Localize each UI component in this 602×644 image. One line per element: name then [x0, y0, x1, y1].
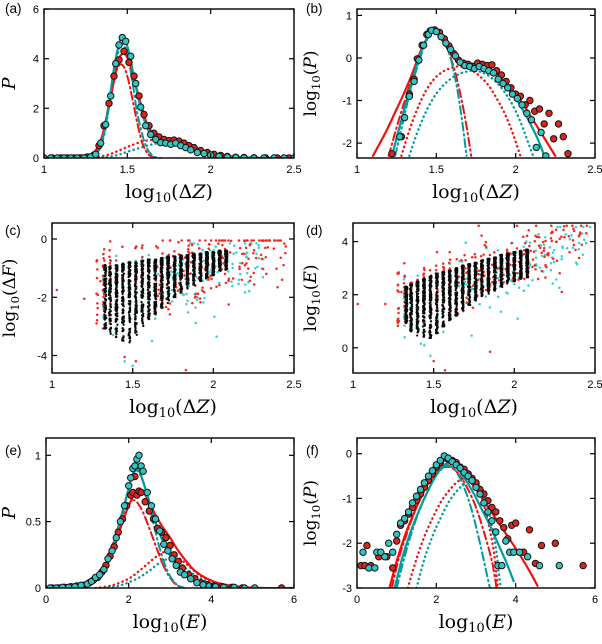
svg-text:0: 0 — [41, 234, 47, 246]
panel-c: (c) 1 1.5 2 2.5 -4 -2 0 log10(ΔZ) log10(ΔF) — [0, 214, 301, 429]
svg-text:P: P — [0, 77, 20, 91]
svg-text:2: 2 — [210, 379, 216, 391]
svg-text:log10(ΔZ): log10(ΔZ) — [129, 396, 217, 421]
panel-a: (a) 1 1.5 2 2.5 0 2 4 6 log10(ΔZ) P — [0, 0, 301, 214]
svg-text:-2: -2 — [37, 292, 47, 304]
panel-a-svg: 1 1.5 2 2.5 0 2 4 6 log10(ΔZ) P — [0, 4, 301, 206]
panel-d: (d) 1 1.5 2 2.5 0 2 4 log10(ΔZ) log10(E) — [301, 214, 602, 429]
svg-text:log10(ΔZ): log10(ΔZ) — [125, 181, 213, 206]
svg-text:1.5: 1.5 — [125, 379, 140, 391]
svg-text:1: 1 — [354, 164, 360, 176]
svg-text:4: 4 — [33, 54, 39, 66]
svg-text:2.5: 2.5 — [286, 379, 301, 391]
svg-text:2: 2 — [33, 103, 39, 115]
panel-d-label: (d) — [306, 223, 323, 238]
svg-text:-4: -4 — [37, 351, 47, 363]
panel-f: (f) 0 2 4 6 -3 -2 -1 0 log10(E) log10(P) — [301, 429, 602, 644]
svg-text:log10(P): log10(P) — [301, 50, 323, 116]
panel-e: (e) 0 2 4 6 0 0.5 1 log10(E) P — [0, 429, 301, 644]
svg-text:2.5: 2.5 — [286, 164, 301, 176]
svg-text:2.5: 2.5 — [587, 164, 602, 176]
svg-text:1: 1 — [346, 10, 352, 22]
svg-text:2: 2 — [208, 164, 214, 176]
panel-b-svg: 1 1.5 2 2.5 -2 -1 0 1 log10(ΔZ) log10(P) — [301, 8, 602, 206]
svg-text:1: 1 — [49, 379, 55, 391]
svg-text:log10(ΔF): log10(ΔF) — [0, 259, 22, 338]
svg-text:1.5: 1.5 — [429, 164, 444, 176]
svg-text:0: 0 — [33, 153, 39, 165]
panel-b: (b) 1 1.5 2 2.5 -2 -1 0 1 log10(ΔZ) log10(P) — [301, 0, 602, 214]
svg-text:-2: -2 — [342, 138, 352, 150]
panel-e-label: (e) — [5, 443, 22, 458]
svg-text:6: 6 — [33, 4, 39, 16]
svg-text:1.5: 1.5 — [120, 164, 135, 176]
svg-text:2: 2 — [513, 164, 519, 176]
svg-text:1: 1 — [41, 164, 47, 176]
svg-text:0: 0 — [346, 53, 352, 65]
svg-text:log10(ΔZ): log10(ΔZ) — [432, 181, 520, 206]
panel-c-svg: 1 1.5 2 2.5 -4 -2 0 log10(ΔZ) log10(ΔF) — [0, 222, 301, 421]
panel-c-label: (c) — [5, 223, 21, 238]
panel-b-label: (b) — [306, 1, 323, 16]
panel-f-label: (f) — [306, 443, 319, 458]
panel-a-label: (a) — [5, 1, 22, 16]
svg-text:-1: -1 — [342, 96, 352, 108]
